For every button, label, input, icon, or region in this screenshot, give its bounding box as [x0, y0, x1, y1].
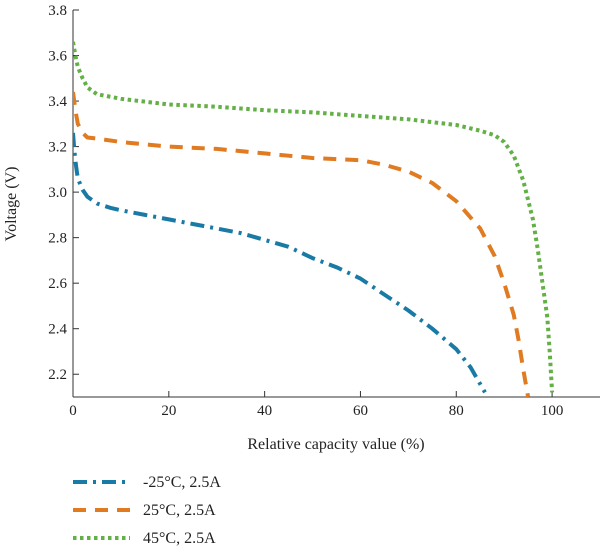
- y-tick-label: 3.2: [48, 140, 67, 156]
- y-tick-label: 3.4: [48, 94, 67, 110]
- series-line-2: [73, 91, 531, 397]
- y-tick-label: 2.6: [48, 276, 67, 292]
- y-axis-label: Voltage (V): [3, 167, 20, 242]
- y-tick-label: 3.6: [48, 49, 67, 65]
- legend-label-2: 25°C, 2.5A: [143, 502, 216, 519]
- x-tick-label: 0: [69, 403, 77, 419]
- plot-frame: [72, 10, 600, 398]
- y-axis-ticks: 2.2 2.4 2.6 2.8 3.0 3.2 3.4 3.6 3.8: [48, 3, 79, 383]
- series-line-1: [73, 132, 487, 394]
- x-tick-label: 20: [161, 403, 176, 419]
- legend-label-3: 45°C, 2.5A: [143, 530, 216, 547]
- series-line-3: [73, 41, 555, 393]
- x-axis-label: Relative capacity value (%): [247, 436, 424, 453]
- x-tick-label: 100: [541, 403, 564, 419]
- x-axis-ticks: 0 20 40 60 80 100: [69, 391, 563, 419]
- y-tick-label: 3.0: [48, 185, 67, 201]
- y-tick-label: 2.8: [48, 231, 67, 247]
- y-tick-label: 3.8: [48, 3, 67, 19]
- legend: -25°C, 2.5A 25°C, 2.5A 45°C, 2.5A: [73, 474, 221, 547]
- y-tick-label: 2.4: [48, 322, 67, 338]
- y-tick-label: 2.2: [48, 367, 67, 383]
- x-tick-label: 40: [257, 403, 272, 419]
- series-layer: [73, 41, 555, 397]
- x-tick-label: 80: [449, 403, 464, 419]
- legend-label-1: -25°C, 2.5A: [143, 474, 221, 491]
- x-tick-label: 60: [353, 403, 368, 419]
